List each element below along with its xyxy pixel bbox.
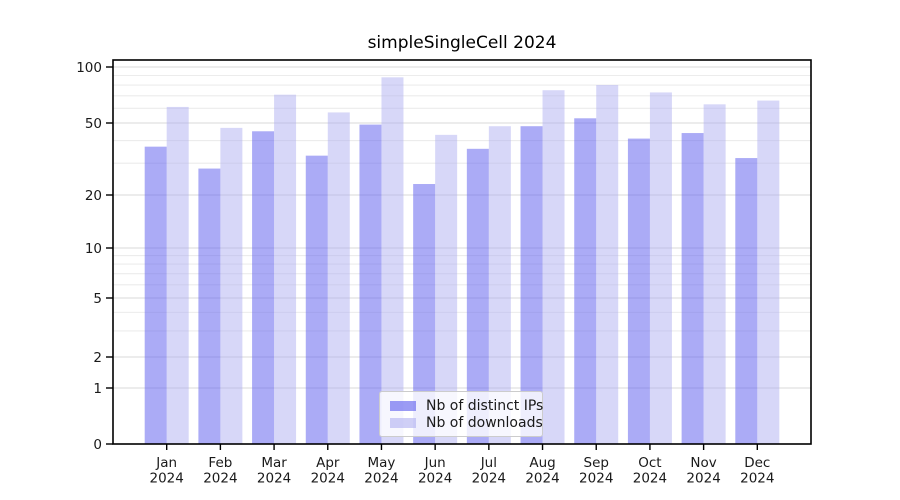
x-tick-month-label: Mar [261, 455, 287, 471]
bar-distinct-ips-apr [305, 155, 328, 444]
bar-downloads-may [381, 77, 404, 445]
x-tick-month-label: Aug [529, 455, 555, 471]
bar-downloads-jul [488, 126, 511, 444]
bar-distinct-ips-dec [735, 158, 758, 444]
x-tick-year-label: 2024 [686, 471, 720, 487]
y-tick-label: 20 [85, 188, 102, 204]
bar-distinct-ips-sep [574, 118, 597, 444]
bar-downloads-nov [703, 104, 726, 444]
legend-swatch-downloads [390, 417, 416, 428]
legend-swatch-distinct-ips [390, 400, 416, 411]
x-tick-year-label: 2024 [579, 471, 613, 487]
bar-distinct-ips-nov [681, 133, 704, 444]
bar-distinct-ips-jul [466, 148, 489, 444]
x-tick-month-label: May [368, 455, 396, 471]
bar-downloads-dec [757, 100, 780, 444]
y-axis: 0 1 2 5 10 20 50 100 [76, 60, 113, 453]
bar-distinct-ips-oct [627, 138, 650, 444]
bar-downloads-sep [596, 85, 619, 444]
x-tick-month-label: Sep [584, 455, 609, 471]
x-tick-month-label: Feb [208, 455, 232, 471]
x-tick-year-label: 2024 [418, 471, 452, 487]
bar-downloads-oct [649, 92, 672, 444]
x-tick-year-label: 2024 [311, 471, 345, 487]
x-tick-month-label: Dec [744, 455, 770, 471]
bar-distinct-ips-aug [520, 126, 543, 444]
bar-downloads-mar [274, 94, 297, 444]
y-tick-label: 1 [93, 381, 102, 397]
legend-item-distinct-ips: Nb of distinct IPs [390, 398, 543, 414]
bars [144, 77, 780, 445]
y-tick-label: 5 [93, 291, 102, 307]
x-tick-month-label: Jun [424, 455, 446, 471]
x-tick-year-label: 2024 [150, 471, 184, 487]
bar-distinct-ips-may [359, 124, 382, 445]
bar-downloads-jan [166, 106, 189, 444]
y-tick-label: 0 [93, 437, 102, 453]
bar-distinct-ips-mar [252, 131, 275, 444]
x-tick-year-label: 2024 [525, 471, 559, 487]
x-tick-month-label: Jul [480, 455, 497, 471]
bar-downloads-jun [435, 134, 458, 444]
bar-distinct-ips-feb [198, 168, 221, 444]
chart-title: simpleSingleCell 2024 [367, 33, 557, 53]
legend-label-downloads: Nb of downloads [426, 414, 543, 431]
x-tick-year-label: 2024 [472, 471, 506, 487]
legend-item-downloads: Nb of downloads [390, 415, 543, 431]
bar-distinct-ips-jun [413, 184, 436, 445]
y-tick-label: 2 [93, 350, 102, 366]
x-tick-month-label: Nov [690, 455, 716, 471]
y-tick-label: 10 [85, 241, 102, 257]
x-tick-year-label: 2024 [633, 471, 667, 487]
x-tick-month-label: Oct [638, 455, 661, 471]
legend: Nb of distinct IPs Nb of downloads [379, 391, 543, 437]
x-axis: Jan2024Feb2024Mar2024Apr2024May2024Jun20… [150, 444, 774, 487]
legend-label-distinct-ips: Nb of distinct IPs [426, 397, 544, 414]
y-tick-label: 100 [76, 60, 102, 76]
x-tick-month-label: Apr [316, 455, 340, 471]
plot-border [112, 59, 812, 445]
x-tick-year-label: 2024 [257, 471, 291, 487]
x-tick-year-label: 2024 [740, 471, 774, 487]
x-tick-year-label: 2024 [203, 471, 237, 487]
bar-distinct-ips-jan [144, 146, 167, 444]
y-tick-label: 50 [85, 116, 102, 132]
x-tick-month-label: Jan [155, 455, 177, 471]
bar-downloads-apr [327, 112, 350, 444]
bar-downloads-feb [220, 127, 243, 444]
bar-downloads-aug [542, 90, 565, 445]
x-tick-year-label: 2024 [364, 471, 398, 487]
